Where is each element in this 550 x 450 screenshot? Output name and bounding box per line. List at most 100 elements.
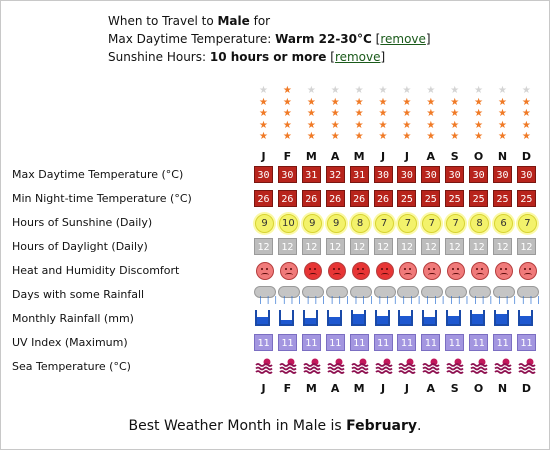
max-temp-value: 30 [254, 166, 273, 183]
face-eye [332, 268, 335, 270]
month-label: D [521, 382, 531, 395]
sea-wave-shape [422, 370, 440, 374]
star-filled-icon: ★ [426, 96, 436, 108]
uv-cell: 11 [348, 333, 369, 351]
sea-wave-shape [255, 363, 273, 367]
month-label: F [283, 150, 292, 163]
max-temp-cell: 30 [443, 165, 465, 183]
sea-wave-shape [422, 363, 440, 367]
min-temp-value: 26 [325, 190, 345, 207]
star-filled-icon: ★ [378, 108, 388, 119]
sea-wave-shape [279, 370, 297, 374]
max-temp-value: 30 [516, 166, 536, 183]
sea-temp-icon [303, 358, 321, 374]
month-rating-7: ★ ★ ★ ★ ★ [395, 86, 418, 146]
min-temp-cell: 25 [467, 189, 489, 207]
uv-cell: 11 [443, 333, 465, 351]
star-filled-icon: ★ [402, 131, 412, 142]
sea-wave-shape [279, 363, 297, 367]
sun-icon: 7 [517, 214, 537, 233]
month-label: J [404, 150, 409, 163]
face-mouth [380, 273, 389, 277]
discomfort-cell [515, 261, 537, 280]
rain-bucket-fill [424, 317, 436, 324]
sea-temp-icon [327, 358, 345, 374]
sea-temp-cell [515, 357, 536, 374]
sunshine-cell: 9 [300, 213, 322, 233]
sunshine-cell: 10 [276, 213, 298, 233]
temp-filter-label: Max Daytime Temperature: [108, 32, 276, 46]
uv-value: 11 [325, 334, 345, 351]
rain-days-cell: ❘❘❘ [372, 285, 399, 304]
uv-cell: 11 [276, 333, 297, 351]
star-filled-icon: ★ [521, 96, 531, 108]
rain-cloud-icon [397, 286, 420, 298]
sea-temp-icon [279, 358, 297, 374]
sea-temp-cell [419, 357, 440, 374]
month-label: M [353, 382, 365, 395]
uv-cell: 11 [300, 333, 321, 351]
star-filled-icon: ★ [474, 96, 484, 108]
rain-cloud-icon [421, 286, 444, 298]
star-filled-icon: ★ [259, 131, 268, 142]
discomfort-face-icon [399, 262, 418, 280]
max-temp-value: 30 [421, 166, 441, 183]
star-filled-icon: ★ [259, 119, 268, 131]
star-empty-icon: ★ [330, 85, 340, 96]
monthly-rain-cell [491, 309, 510, 326]
best-month-prefix: Best Weather Month in Male is [128, 418, 347, 434]
sea-temp-icon [374, 358, 393, 374]
face-eye [528, 268, 531, 270]
sun-icon: 10 [278, 214, 298, 233]
sun-icon: 6 [494, 214, 513, 233]
sunshine-cell: 7 [395, 213, 418, 233]
sun-icon: 8 [470, 214, 490, 233]
sea-wave-shape [350, 370, 369, 374]
remove-temp-filter-link[interactable]: remove [380, 32, 426, 46]
star-filled-icon: ★ [306, 131, 316, 142]
star-empty-icon: ★ [450, 85, 460, 96]
star-filled-icon: ★ [306, 108, 316, 119]
row-label-min-temp: Min Night-time Temperature (°C) [12, 192, 192, 205]
month-label: J [261, 382, 266, 395]
sunshine-cell: 8 [348, 213, 370, 233]
face-eye [409, 268, 412, 270]
min-temp-value: 25 [516, 190, 536, 207]
min-temp-value: 26 [277, 190, 297, 207]
sea-wave-shape [446, 370, 464, 374]
star-filled-icon: ★ [521, 119, 531, 131]
face-eye [476, 268, 479, 270]
discomfort-face-icon [279, 262, 298, 280]
discomfort-face-icon [423, 262, 442, 280]
sea-wave-shape [470, 363, 488, 367]
sea-wave-shape [518, 370, 536, 374]
rain-cloud-icon [254, 286, 276, 298]
month-rating-8: ★ ★ ★ ★ ★ [419, 86, 442, 146]
month-rating-3: ★ ★ ★ ★ ★ [300, 86, 323, 146]
monthly-rain-cell [300, 309, 319, 326]
face-eye [380, 268, 383, 270]
star-empty-icon: ★ [402, 85, 412, 96]
face-eye [385, 268, 388, 270]
face-eye [523, 268, 526, 270]
rain-drops: ❘❘❘ [400, 295, 424, 304]
star-filled-icon: ★ [426, 131, 436, 142]
discomfort-cell [419, 261, 442, 280]
face-eye [289, 268, 292, 270]
sun-filter-value: 10 hours or more [209, 50, 327, 64]
min-temp-value: 26 [254, 190, 273, 207]
discomfort-cell [252, 261, 274, 280]
rain-bucket-fill [257, 317, 268, 324]
rain-bucket-icon [255, 310, 270, 326]
star-filled-icon: ★ [282, 85, 292, 96]
star-empty-icon: ★ [474, 85, 484, 96]
discomfort-cell [276, 261, 298, 280]
remove-sun-filter-link[interactable]: remove [334, 50, 381, 64]
sea-wave-shape [327, 366, 345, 371]
max-temp-cell: 31 [348, 165, 369, 183]
month-label: M [353, 150, 365, 163]
rain-drops: ❘❘❘ [304, 295, 328, 304]
uv-cell: 11 [395, 333, 417, 351]
rain-days-cell: ❘❘❘ [395, 285, 422, 304]
month-label: A [426, 382, 436, 395]
